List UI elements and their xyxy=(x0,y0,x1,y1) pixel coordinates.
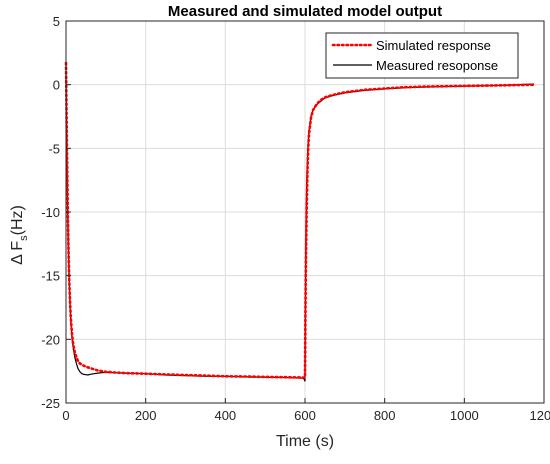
x-axis-label: Time (s) xyxy=(276,433,334,450)
legend-box xyxy=(325,32,519,79)
series-line-simulated xyxy=(64,61,536,379)
chart-title: Measured and simulated model output xyxy=(168,3,442,20)
y-tick-label: -5 xyxy=(48,141,60,156)
legend-label-simulated: Simulated response xyxy=(376,38,491,53)
legend: Simulated response Measured resoponse xyxy=(325,32,519,79)
y-tick-label: 0 xyxy=(53,78,60,93)
x-tick-label: 400 xyxy=(214,408,236,423)
y-tick-label: -20 xyxy=(41,332,60,347)
y-tick-label: -25 xyxy=(41,396,60,411)
y-tick-label: -15 xyxy=(41,269,60,284)
x-tick-label: 0 xyxy=(62,408,69,423)
legend-label-measured: Measured resoponse xyxy=(376,58,498,73)
x-tick-label: 600 xyxy=(294,408,316,423)
x-tick-label: 1000 xyxy=(450,408,479,423)
y-axis-label: Δ Fs(Hz) xyxy=(9,205,30,265)
x-tick-label: 1200 xyxy=(530,408,550,423)
y-tick-label: -10 xyxy=(41,205,60,220)
series-line-measured xyxy=(65,78,535,382)
y-tick-label: 5 xyxy=(53,14,60,29)
x-tick-label: 800 xyxy=(374,408,396,423)
x-tick-label: 200 xyxy=(135,408,157,423)
